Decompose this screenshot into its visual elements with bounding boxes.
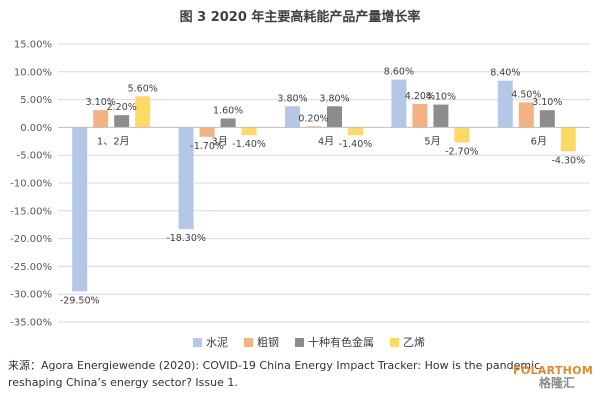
data-label: 5.60% bbox=[128, 83, 158, 94]
data-label: -4.30% bbox=[551, 155, 585, 166]
y-tick-label: -25.00% bbox=[10, 262, 52, 273]
bar bbox=[433, 104, 449, 128]
category-label: 3月 bbox=[211, 135, 227, 147]
bar bbox=[518, 102, 534, 128]
watermark-text: FOLARTHOM bbox=[513, 364, 594, 377]
legend-label: 乙烯 bbox=[403, 336, 425, 349]
legend-item: 十种有色金属 bbox=[295, 335, 374, 349]
bar bbox=[135, 96, 151, 128]
bar bbox=[348, 127, 363, 136]
y-tick-label: -20.00% bbox=[10, 234, 52, 245]
legend-label: 水泥 bbox=[206, 336, 228, 349]
data-label: 3.80% bbox=[319, 93, 349, 104]
category-label: 6月 bbox=[531, 135, 547, 147]
bar bbox=[93, 110, 109, 128]
bar bbox=[178, 127, 194, 230]
y-tick-label: 0.00% bbox=[20, 123, 52, 134]
data-label: 3.10% bbox=[86, 97, 116, 108]
legend-swatch bbox=[244, 338, 253, 347]
bar bbox=[412, 104, 428, 128]
data-label: 8.60% bbox=[384, 67, 414, 78]
legend: 水泥 粗钢 十种有色金属 乙烯 bbox=[193, 335, 425, 349]
data-label: 8.40% bbox=[490, 68, 520, 79]
data-label: 0.20% bbox=[298, 113, 328, 124]
data-label: 4.50% bbox=[511, 89, 541, 100]
legend-label: 十种有色金属 bbox=[308, 335, 374, 349]
category-label: 1、2月 bbox=[97, 135, 130, 147]
legend-item: 粗钢 bbox=[244, 336, 279, 349]
bar bbox=[199, 127, 215, 137]
bar bbox=[391, 79, 407, 128]
data-label: -1.70% bbox=[190, 141, 224, 152]
y-tick-label: -5.00% bbox=[17, 151, 52, 162]
data-label: 3.10% bbox=[532, 97, 562, 108]
legend-swatch bbox=[193, 338, 202, 347]
legend-item: 水泥 bbox=[193, 336, 228, 349]
data-label: -2.70% bbox=[445, 146, 479, 157]
bar bbox=[285, 106, 300, 128]
y-tick-label: -15.00% bbox=[10, 206, 52, 217]
bars bbox=[72, 79, 576, 292]
data-label: 4.20% bbox=[405, 91, 435, 102]
y-tick-label: -30.00% bbox=[10, 290, 52, 301]
bar bbox=[72, 127, 88, 292]
category-label: 4月 bbox=[318, 135, 334, 147]
watermark-logo: 格隆汇 bbox=[539, 376, 576, 390]
category-label: 5月 bbox=[424, 135, 440, 147]
data-label: 3.80% bbox=[277, 93, 307, 104]
y-tick-label: 10.00% bbox=[14, 67, 52, 78]
bar bbox=[497, 80, 513, 128]
category-labels: 1、2月 3月 4月 5月 6月 bbox=[97, 135, 547, 147]
data-label: -29.50% bbox=[60, 295, 100, 306]
data-label: 4.10% bbox=[426, 92, 456, 103]
data-label: -1.40% bbox=[232, 139, 266, 150]
data-label: -1.40% bbox=[339, 139, 373, 150]
chart-title: 图 3 2020 年主要高耗能产品产量增长率 bbox=[179, 10, 421, 25]
y-tick-label: -10.00% bbox=[10, 179, 52, 190]
bar bbox=[220, 118, 236, 128]
bar bbox=[114, 115, 130, 128]
legend-swatch bbox=[390, 338, 399, 347]
y-tick-label: -35.00% bbox=[10, 318, 52, 329]
data-label: -18.30% bbox=[166, 233, 206, 244]
data-labels: -29.50%3.10%2.20%5.60%-18.30%-1.70%1.60%… bbox=[60, 67, 585, 307]
bar bbox=[560, 127, 576, 152]
legend-item: 乙烯 bbox=[390, 336, 425, 349]
bar bbox=[539, 110, 555, 128]
legend-label: 粗钢 bbox=[257, 336, 279, 349]
bar bbox=[241, 127, 257, 136]
y-tick-label: 5.00% bbox=[20, 95, 52, 106]
bar bbox=[306, 126, 321, 128]
legend-swatch bbox=[295, 338, 304, 347]
bar bbox=[454, 127, 470, 143]
data-label: 2.20% bbox=[107, 102, 137, 113]
source-note: 来源：Agora Energiewende (2020): COVID-19 C… bbox=[8, 359, 541, 389]
data-label: 1.60% bbox=[213, 106, 243, 117]
bar bbox=[327, 106, 342, 128]
y-tick-label: 15.00% bbox=[14, 40, 52, 51]
y-axis-tick-labels: 15.00% 10.00% 5.00% 0.00% -5.00% -10.00% -15.0… bbox=[10, 40, 52, 329]
